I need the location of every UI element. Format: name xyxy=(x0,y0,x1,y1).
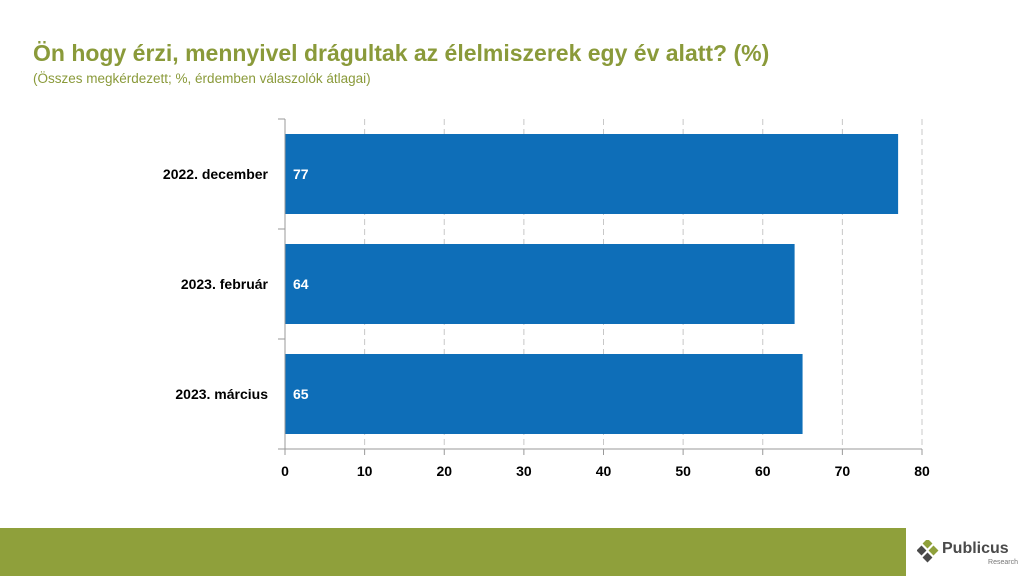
x-tick-label: 40 xyxy=(596,463,612,479)
publicus-logo: Publicus Research xyxy=(917,536,1024,572)
category-label: 2023. március xyxy=(175,386,268,402)
page-subtitle: (Összes megkérdezett; %, érdemben válasz… xyxy=(33,71,371,86)
footer-bar xyxy=(0,528,906,576)
bar xyxy=(285,244,795,324)
logo-mark-icon xyxy=(917,540,939,563)
x-tick-label: 0 xyxy=(281,463,289,479)
x-tick-label: 70 xyxy=(835,463,851,479)
bar xyxy=(285,134,899,214)
bar xyxy=(285,354,803,434)
page-title: Ön hogy érzi, mennyivel drágultak az éle… xyxy=(33,40,770,66)
x-tick-label: 10 xyxy=(357,463,373,479)
data-label: 64 xyxy=(293,276,309,292)
x-tick-label: 50 xyxy=(675,463,691,479)
x-tick-label: 80 xyxy=(914,463,930,479)
x-tick-label: 60 xyxy=(755,463,771,479)
category-label: 2022. december xyxy=(163,166,269,182)
data-label: 77 xyxy=(293,166,309,182)
category-label: 2023. február xyxy=(181,276,269,292)
x-tick-label: 20 xyxy=(436,463,452,479)
x-tick-label: 30 xyxy=(516,463,532,479)
data-label: 65 xyxy=(293,386,309,402)
logo-tagline: Research xyxy=(988,559,1018,566)
bar-chart: 77 2022. december 64 2023. február 65 2023. m… xyxy=(163,118,930,479)
logo-name: Publicus xyxy=(942,540,1009,557)
